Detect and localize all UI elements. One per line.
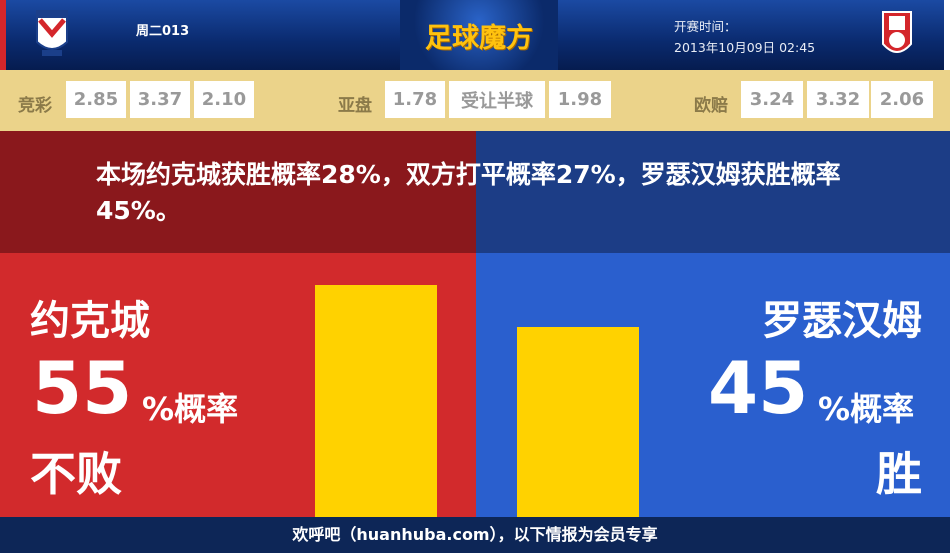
oupei-away-odds: 2.06 [871,81,933,118]
away-outcome: 胜 [876,447,922,501]
oupei-home-odds: 3.24 [741,81,803,118]
oupei-draw-odds: 3.32 [807,81,869,118]
member-footer[interactable]: 欢呼吧（huanhuba.com），以下情报为会员专享 [0,517,950,553]
summary-bg-home [0,131,476,253]
yapan-home-odds: 1.78 [385,81,445,118]
home-team-name: 约克城 [30,298,150,344]
header: 周二013 足球魔方 开赛时间： 2013年10月09日 02:45 [0,0,950,70]
kickoff-time: 2013年10月09日 02:45 [674,40,816,55]
match-number: 周二013 [136,24,190,39]
yapan-label: 亚盘 [338,96,372,116]
rotherham-logo [882,11,912,53]
home-probability-bar [315,285,437,517]
home-percent-unit: %概率 [142,390,239,428]
home-percent: 55 [32,346,133,430]
jingcai-home-odds: 2.85 [66,81,126,118]
kickoff-label: 开赛时间： [674,19,737,34]
brand-logo: 足球魔方 [400,0,558,70]
odds-bar: 竞彩 2.85 3.37 2.10 亚盘 1.78 受让半球 1.98 欧赔 3… [0,70,950,131]
probability-summary: 本场约克城获胜概率28%，双方打平概率27%，罗瑟汉姆获胜概率45%。 [96,160,841,225]
jingcai-away-odds: 2.10 [194,81,254,118]
jingcai-label: 竞彩 [18,96,52,116]
yapan-away-odds: 1.98 [549,81,611,118]
summary-bg-away [476,131,950,253]
jingcai-draw-odds: 3.37 [130,81,190,118]
yapan-handicap: 受让半球 [449,81,545,118]
kickoff-info: 开赛时间： 2013年10月09日 02:45 [674,16,815,58]
york-city-logo [36,10,68,56]
home-outcome: 不败 [30,447,122,501]
away-percent: 45 [708,346,809,430]
away-percent-unit: %概率 [818,390,915,428]
away-team-name: 罗瑟汉姆 [762,298,922,344]
away-probability-bar [517,327,639,517]
oupei-label: 欧赔 [694,96,728,116]
